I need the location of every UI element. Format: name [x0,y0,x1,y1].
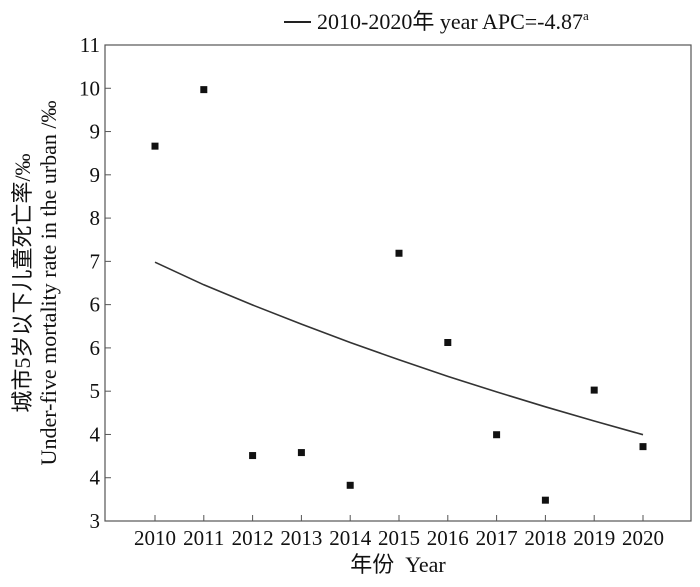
x-tick-label: 2013 [280,526,322,550]
x-tick-label: 2014 [329,526,372,550]
y-tick-label: 8 [90,206,101,230]
data-point [590,386,598,394]
x-tick-label: 2019 [573,526,615,550]
x-tick-label: 2020 [622,526,664,550]
data-point [346,481,354,489]
x-axis-title: 年份 Year [350,552,446,577]
data-point [639,443,647,451]
data-point [151,142,159,150]
y-tick-label: 4 [90,466,101,490]
x-tick-label: 2018 [524,526,566,550]
data-point [249,452,257,460]
y-tick-label: 4 [90,422,101,446]
y-tick-label: 6 [90,336,101,360]
legend-label-main: 2010-2020年 year APC=-4.87 [317,9,583,34]
legend-label-superscript: a [583,8,589,23]
trend-line [154,261,644,436]
plot-area [151,86,647,504]
data-point [541,496,549,504]
y-tick-label: 6 [90,293,101,317]
data-point [444,339,452,346]
y-tick-label: 3 [90,509,101,533]
x-tick-label: 2017 [476,526,518,550]
y-axis-title-line1: 城市5岁以下儿童死亡率/‰ [10,153,35,412]
x-tick-label: 2011 [183,526,224,550]
y-tick-label: 9 [90,120,101,144]
x-tick-label: 2012 [232,526,274,550]
data-point [297,449,305,457]
y-tick-label: 10 [79,76,100,100]
x-tick-label: 2015 [378,526,420,550]
y-tick-label: 9 [90,163,101,187]
y-axis-title-line2: Under-five mortality rate in the urban /… [36,101,61,466]
y-tick-label: 5 [90,379,101,403]
data-point [493,431,501,439]
y-axis: 3 4 4 5 6 6 7 8 9 9 10 11 [79,33,111,533]
x-tick-label: 2016 [427,526,469,550]
legend: 2010-2020年 year APC=-4.87a [284,8,589,34]
x-tick-label: 2010 [134,526,176,550]
y-tick-label: 11 [80,33,100,57]
legend-label: 2010-2020年 year APC=-4.87a [317,8,589,34]
data-point [200,86,208,94]
y-tick-label: 7 [90,249,101,273]
plot-frame [104,44,692,522]
data-point [395,249,403,257]
x-axis: 2010 2011 2012 2013 2014 2015 2016 2017 2018 2019… [134,515,664,550]
